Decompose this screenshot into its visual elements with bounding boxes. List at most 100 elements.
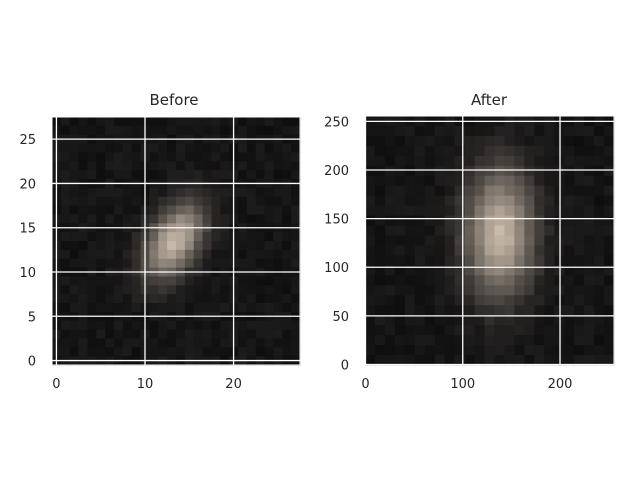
pixel-cell bbox=[444, 325, 456, 336]
pixel-cell bbox=[584, 215, 595, 227]
pixel-cell bbox=[193, 320, 204, 331]
pixel-cell bbox=[504, 235, 515, 247]
pixel-cell bbox=[273, 249, 283, 260]
pixel-cell bbox=[534, 135, 545, 147]
pixel-cell bbox=[220, 152, 230, 162]
pixel-cell bbox=[374, 235, 386, 247]
pixel-cell bbox=[131, 170, 142, 180]
pixel-cell bbox=[434, 235, 446, 247]
pixel-cell bbox=[282, 338, 292, 348]
pixel-cell bbox=[444, 285, 456, 296]
pixel-cell bbox=[105, 276, 115, 286]
pixel-cell bbox=[167, 117, 177, 127]
pixel-cell bbox=[534, 255, 545, 266]
pixel-cell bbox=[544, 165, 555, 177]
y-tick-label: 20 bbox=[19, 177, 36, 192]
x-tick-label: 0 bbox=[361, 377, 369, 392]
pixel-cell bbox=[184, 187, 195, 198]
pixel-cell bbox=[220, 347, 230, 357]
pixel-cell bbox=[255, 320, 266, 331]
pixel-cell bbox=[594, 185, 605, 197]
pixel-cell bbox=[374, 155, 386, 167]
pixel-cell bbox=[604, 225, 615, 237]
pixel-cell bbox=[544, 275, 555, 286]
pixel-cell bbox=[474, 225, 486, 237]
pixel-cell bbox=[514, 275, 525, 286]
pixel-cell bbox=[484, 155, 496, 167]
pixel-cell bbox=[96, 214, 106, 224]
pixel-cell bbox=[158, 152, 168, 162]
pixel-cell bbox=[291, 249, 301, 260]
pixel-cell bbox=[282, 143, 292, 154]
pixel-cell bbox=[474, 275, 486, 286]
pixel-cell bbox=[394, 125, 406, 137]
pixel-cell bbox=[484, 175, 496, 187]
pixel-cell bbox=[220, 294, 230, 304]
pixel-cell bbox=[105, 232, 115, 242]
pixel-cell bbox=[122, 170, 133, 180]
pixel-cell bbox=[78, 320, 89, 331]
pixel-cell bbox=[514, 255, 525, 266]
pixel-cell bbox=[105, 241, 115, 251]
pixel-cell bbox=[282, 276, 292, 286]
pixel-cell bbox=[365, 195, 376, 207]
pixel-cell bbox=[474, 305, 486, 316]
pixel-cell bbox=[60, 303, 71, 313]
pixel-cell bbox=[494, 225, 506, 237]
pixel-cell bbox=[291, 329, 301, 340]
pixel-cell bbox=[464, 295, 476, 306]
pixel-cell bbox=[514, 235, 525, 247]
pixel-cell bbox=[544, 125, 555, 137]
pixel-cell bbox=[202, 241, 213, 251]
pixel-cell bbox=[365, 265, 376, 276]
pixel-cell bbox=[594, 215, 605, 227]
pixel-cell bbox=[184, 152, 195, 162]
pixel-cell bbox=[404, 195, 416, 207]
pixel-cell bbox=[464, 215, 476, 227]
pixel-cell bbox=[238, 276, 248, 286]
pixel-cell bbox=[167, 196, 177, 207]
pixel-cell bbox=[167, 303, 177, 313]
pixel-cell bbox=[564, 205, 575, 217]
pixel-cell bbox=[454, 165, 466, 177]
pixel-cell bbox=[96, 170, 106, 180]
pixel-cell bbox=[434, 345, 446, 356]
pixel-cell bbox=[404, 165, 416, 177]
pixel-cell bbox=[149, 294, 159, 304]
pixel-cell bbox=[105, 205, 115, 216]
pixel-cell bbox=[78, 329, 89, 340]
pixel-cell bbox=[434, 225, 446, 237]
pixel-cell bbox=[544, 355, 555, 366]
pixel-cell bbox=[494, 275, 506, 286]
pixel-cell bbox=[514, 215, 525, 227]
pixel-cell bbox=[78, 338, 89, 348]
pixel-cell bbox=[87, 143, 97, 154]
pixel-cell bbox=[434, 315, 446, 326]
pixel-cell bbox=[158, 294, 168, 304]
pixel-cell bbox=[454, 155, 466, 167]
pixel-cell bbox=[534, 275, 545, 286]
pixel-cell bbox=[176, 187, 186, 198]
pixel-cell bbox=[69, 294, 80, 304]
pixel-cell bbox=[131, 276, 142, 286]
pixel-cell bbox=[122, 249, 133, 260]
pixel-cell bbox=[184, 125, 195, 136]
pixel-cell bbox=[202, 294, 213, 304]
pixel-cell bbox=[444, 125, 456, 137]
pixel-cell bbox=[131, 241, 142, 251]
pixel-cell bbox=[384, 265, 396, 276]
pixel-cell bbox=[122, 187, 133, 198]
pixel-cell bbox=[264, 285, 275, 295]
pixel-cell bbox=[69, 187, 80, 198]
pixel-cell bbox=[594, 135, 605, 147]
pixel-cell bbox=[211, 152, 221, 162]
pixel-cell bbox=[220, 125, 230, 136]
pixel-cell bbox=[167, 294, 177, 304]
pixel-cell bbox=[454, 225, 466, 237]
pixel-cell bbox=[60, 187, 71, 198]
pixel-cell bbox=[87, 285, 97, 295]
pixel-cell bbox=[96, 187, 106, 198]
pixel-cell bbox=[464, 315, 476, 326]
pixel-cell bbox=[176, 125, 186, 136]
pixel-cell bbox=[114, 161, 124, 171]
